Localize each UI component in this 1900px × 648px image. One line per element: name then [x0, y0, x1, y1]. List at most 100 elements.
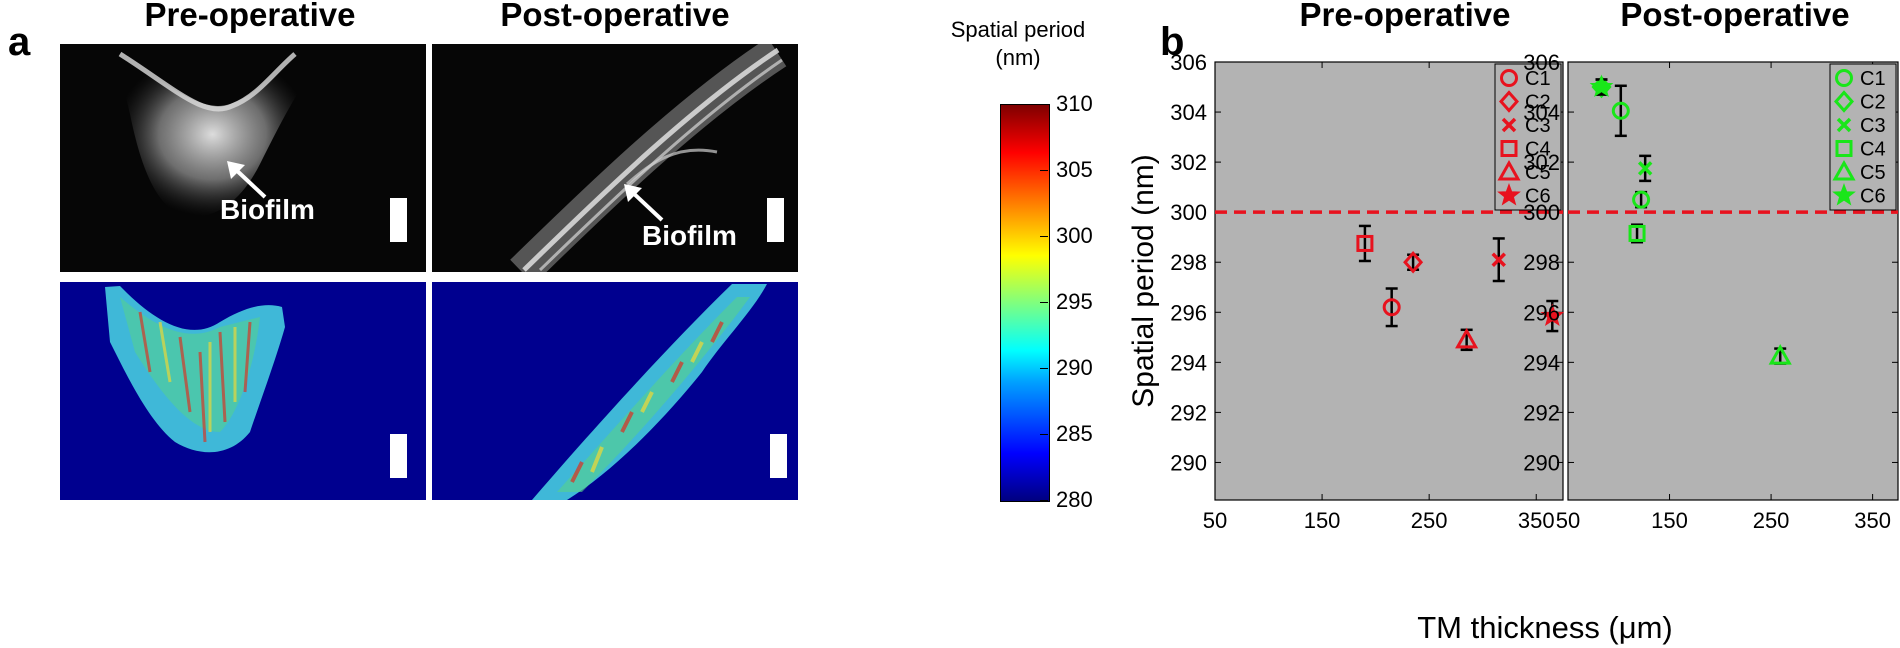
- x-tick-label: 50: [1203, 508, 1227, 533]
- legend-label-c2: C2: [1525, 92, 1551, 114]
- y-tick-label: 302: [1170, 150, 1207, 175]
- x-tick-label: 250: [1411, 508, 1448, 533]
- y-tick-label: 290: [1523, 450, 1560, 475]
- y-tick-label: 306: [1523, 50, 1560, 75]
- post-oct-structure: [510, 44, 787, 272]
- pre-operative-chart-title: Pre-operative: [1299, 0, 1511, 33]
- data-point-c1: [1611, 101, 1630, 120]
- y-tick-label: 300: [1523, 200, 1560, 225]
- pre-operative-title: Pre-operative: [144, 0, 356, 33]
- x-tick-label: 250: [1753, 508, 1790, 533]
- legend-box: [1829, 63, 1897, 211]
- legend-marker-c6: [1497, 183, 1521, 206]
- legend-label-c4: C4: [1860, 139, 1886, 161]
- legend-label-c1: C1: [1860, 68, 1886, 90]
- legend-label-c4: C4: [1525, 139, 1551, 161]
- panel-letter-a: a: [8, 20, 31, 64]
- panel-letter-b: b: [1160, 20, 1185, 64]
- y-tick-label: 302: [1523, 150, 1560, 175]
- colorbar-tick-label: 295: [1056, 289, 1093, 314]
- y-tick-label: 300: [1170, 200, 1207, 225]
- y-tick-label: 306: [1170, 50, 1207, 75]
- colorbar-title-line2: (nm): [995, 44, 1041, 70]
- colorbar-tick-mark: [1040, 236, 1048, 237]
- scale-bar: [770, 434, 787, 478]
- data-point-c6: [1540, 303, 1565, 327]
- colorbar-tick-label: 290: [1056, 355, 1093, 380]
- colorbar-tick-mark: [1040, 104, 1048, 105]
- colorbar-tick-mark: [1040, 434, 1048, 435]
- y-tick-label: 294: [1523, 350, 1560, 375]
- y-tick-label: 296: [1170, 300, 1207, 325]
- x-tick-label: 150: [1304, 508, 1341, 533]
- biofilm-arrow-icon: [624, 184, 664, 222]
- scale-bar: [390, 198, 407, 242]
- colorbar-tick-label: 305: [1056, 157, 1093, 182]
- legend-label-c5: C5: [1860, 162, 1886, 184]
- legend-label-c2: C2: [1860, 92, 1886, 114]
- legend-marker-c4: [1835, 140, 1853, 157]
- pre-map-structure: [105, 286, 285, 453]
- data-point-c4: [1356, 234, 1374, 252]
- scale-bar: [390, 434, 407, 478]
- colorbar-tick-label: 280: [1056, 487, 1093, 512]
- y-tick-label: 304: [1523, 100, 1560, 125]
- legend-label-c3: C3: [1525, 115, 1551, 137]
- y-tick-label: 296: [1523, 300, 1560, 325]
- biofilm-label: Biofilm: [642, 220, 737, 251]
- x-tick-label: 50: [1556, 508, 1580, 533]
- colorbar-title: Spatial period (nm): [938, 16, 1098, 71]
- legend-label-c3: C3: [1860, 115, 1886, 137]
- post-operative-oct-image: Biofilm: [432, 44, 798, 272]
- data-point-c4: [1628, 224, 1646, 242]
- y-tick-label: 290: [1170, 450, 1207, 475]
- post-operative-chart-title: Post-operative: [1620, 0, 1850, 33]
- x-axis-label: TM thickness (μm): [1417, 610, 1673, 645]
- y-tick-label: 304: [1170, 100, 1207, 125]
- legend-marker-c2: [1498, 90, 1520, 113]
- legend-marker-c2: [1833, 90, 1855, 113]
- post-operative-period-map: [432, 282, 798, 500]
- data-point-c5: [1768, 344, 1792, 365]
- y-tick-label: 292: [1170, 400, 1207, 425]
- y-tick-label: 294: [1170, 350, 1207, 375]
- colorbar-tick-mark: [1040, 368, 1048, 369]
- colorbar-tick-mark: [1040, 500, 1048, 501]
- pre-operative-oct-image: Biofilm: [60, 44, 426, 272]
- y-tick-label: 298: [1170, 250, 1207, 275]
- colorbar-tick-label: 300: [1056, 223, 1093, 248]
- legend-marker-c1: [1500, 69, 1518, 87]
- legend-label-c5: C5: [1525, 162, 1551, 184]
- legend-marker-c3: [1836, 117, 1852, 133]
- scale-bar: [767, 198, 784, 242]
- legend-label-c6: C6: [1525, 186, 1551, 208]
- colorbar-tick-label: 310: [1056, 91, 1093, 116]
- data-point-c3: [1491, 252, 1506, 267]
- legend-box: [1494, 63, 1562, 211]
- colorbar-tick-mark: [1040, 170, 1048, 171]
- y-axis-label: Spatial period (nm): [1127, 154, 1160, 407]
- legend-marker-c1: [1835, 69, 1853, 87]
- pre-oct-structure: [115, 51, 310, 217]
- y-tick-label: 298: [1523, 250, 1560, 275]
- post-map-structure: [532, 284, 767, 500]
- x-tick-label: 150: [1651, 508, 1688, 533]
- post-operative-title: Post-operative: [500, 0, 730, 33]
- x-tick-label: 350: [1854, 508, 1891, 533]
- legend-marker-c3: [1501, 117, 1517, 133]
- legend-marker-c5: [1832, 159, 1856, 181]
- biofilm-arrow-icon: [227, 161, 267, 199]
- legend-marker-c5: [1497, 159, 1521, 181]
- data-point-c3: [1637, 161, 1653, 176]
- legend-label-c6: C6: [1860, 186, 1886, 208]
- colorbar-title-line1: Spatial period: [950, 17, 1086, 42]
- data-point-c1: [1382, 298, 1401, 317]
- legend-marker-c4: [1500, 140, 1518, 157]
- data-point-c1: [1632, 190, 1651, 209]
- legend-marker-c6: [1832, 183, 1856, 206]
- y-tick-label: 292: [1523, 400, 1560, 425]
- data-point-c2: [1403, 250, 1424, 274]
- biofilm-label: Biofilm: [220, 194, 315, 225]
- colorbar-tick-label: 285: [1056, 421, 1093, 446]
